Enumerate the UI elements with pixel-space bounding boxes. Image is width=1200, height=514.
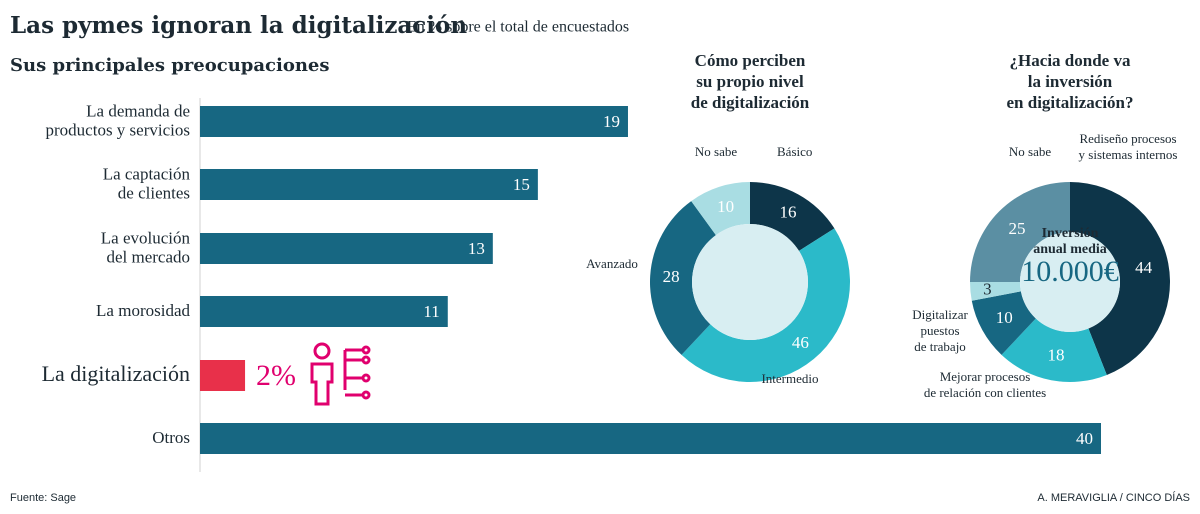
category-label: La evolución del mercado: [101, 228, 191, 266]
person-icon: [310, 342, 371, 406]
category-label: Rediseño procesos y sistemas internos: [1079, 131, 1178, 162]
category-label: Básico: [777, 144, 812, 159]
donut-slice: [971, 291, 1036, 355]
value-label: 44: [1135, 258, 1153, 277]
donut-slice: [970, 282, 1021, 301]
category-label: La demanda de productos y servicios: [46, 101, 190, 139]
value-label: 10: [717, 197, 734, 216]
category-label: La morosidad: [96, 301, 190, 320]
category-label: Digitalizar puestos de trabajo: [912, 307, 968, 354]
value-label: 16: [780, 203, 797, 222]
value-label: 25: [1008, 219, 1025, 238]
donut-slice: [681, 228, 850, 382]
category-label: La captación de clientes: [103, 164, 191, 202]
donut-slice: [750, 182, 835, 251]
bar: [200, 233, 493, 264]
bar: [200, 423, 1101, 454]
bar: [200, 106, 628, 137]
chart-title: Sus principales preocupaciones: [10, 55, 330, 76]
donut-slice: [1070, 182, 1170, 375]
value-label: 10: [996, 308, 1013, 327]
donut-slice: [650, 201, 716, 355]
title: Las pymes ignoran la digitalización: [10, 12, 467, 39]
value-label: 46: [792, 333, 809, 352]
chart-title: ¿Hacia donde va la inversión en digitaliza…: [1006, 51, 1133, 112]
source: Fuente: Sage: [10, 492, 76, 504]
category-label: Avanzado: [586, 256, 638, 271]
subtitle: En % sobre el total de encuestados: [407, 19, 629, 36]
annotation: 10.000€: [1021, 255, 1119, 288]
donut-slice: [1001, 318, 1107, 383]
annotation: Inversión anual media: [1033, 226, 1107, 257]
value-label: 3: [983, 280, 992, 299]
value-label: 19: [603, 112, 620, 131]
value-label: 13: [468, 239, 485, 258]
bar: [200, 169, 538, 200]
value-label: 28: [663, 267, 680, 286]
credit: A. MERAVIGLIA / CINCO DÍAS: [1037, 491, 1190, 504]
category-label: Intermedio: [761, 371, 818, 386]
value-label: 15: [513, 175, 530, 194]
bar: [200, 296, 448, 327]
category-label: No sabe: [695, 144, 737, 159]
category-label: La digitalización: [42, 361, 190, 386]
chart-title: Cómo perciben su propio nivel de digitaliz…: [691, 51, 810, 112]
donut-center: [1020, 232, 1120, 332]
bar: [200, 360, 246, 391]
donut-slice: [691, 182, 750, 236]
category-label: Mejorar procesos de relación con clientes: [924, 369, 1046, 400]
value-label: 11: [423, 302, 439, 321]
value-label: 40: [1076, 429, 1093, 448]
donut-slice: [970, 182, 1070, 282]
value-label: 2%: [256, 359, 296, 392]
donut-center: [692, 224, 808, 340]
value-label: 18: [1047, 346, 1064, 365]
category-label: Otros: [152, 428, 190, 447]
category-label: No sabe: [1009, 144, 1051, 159]
